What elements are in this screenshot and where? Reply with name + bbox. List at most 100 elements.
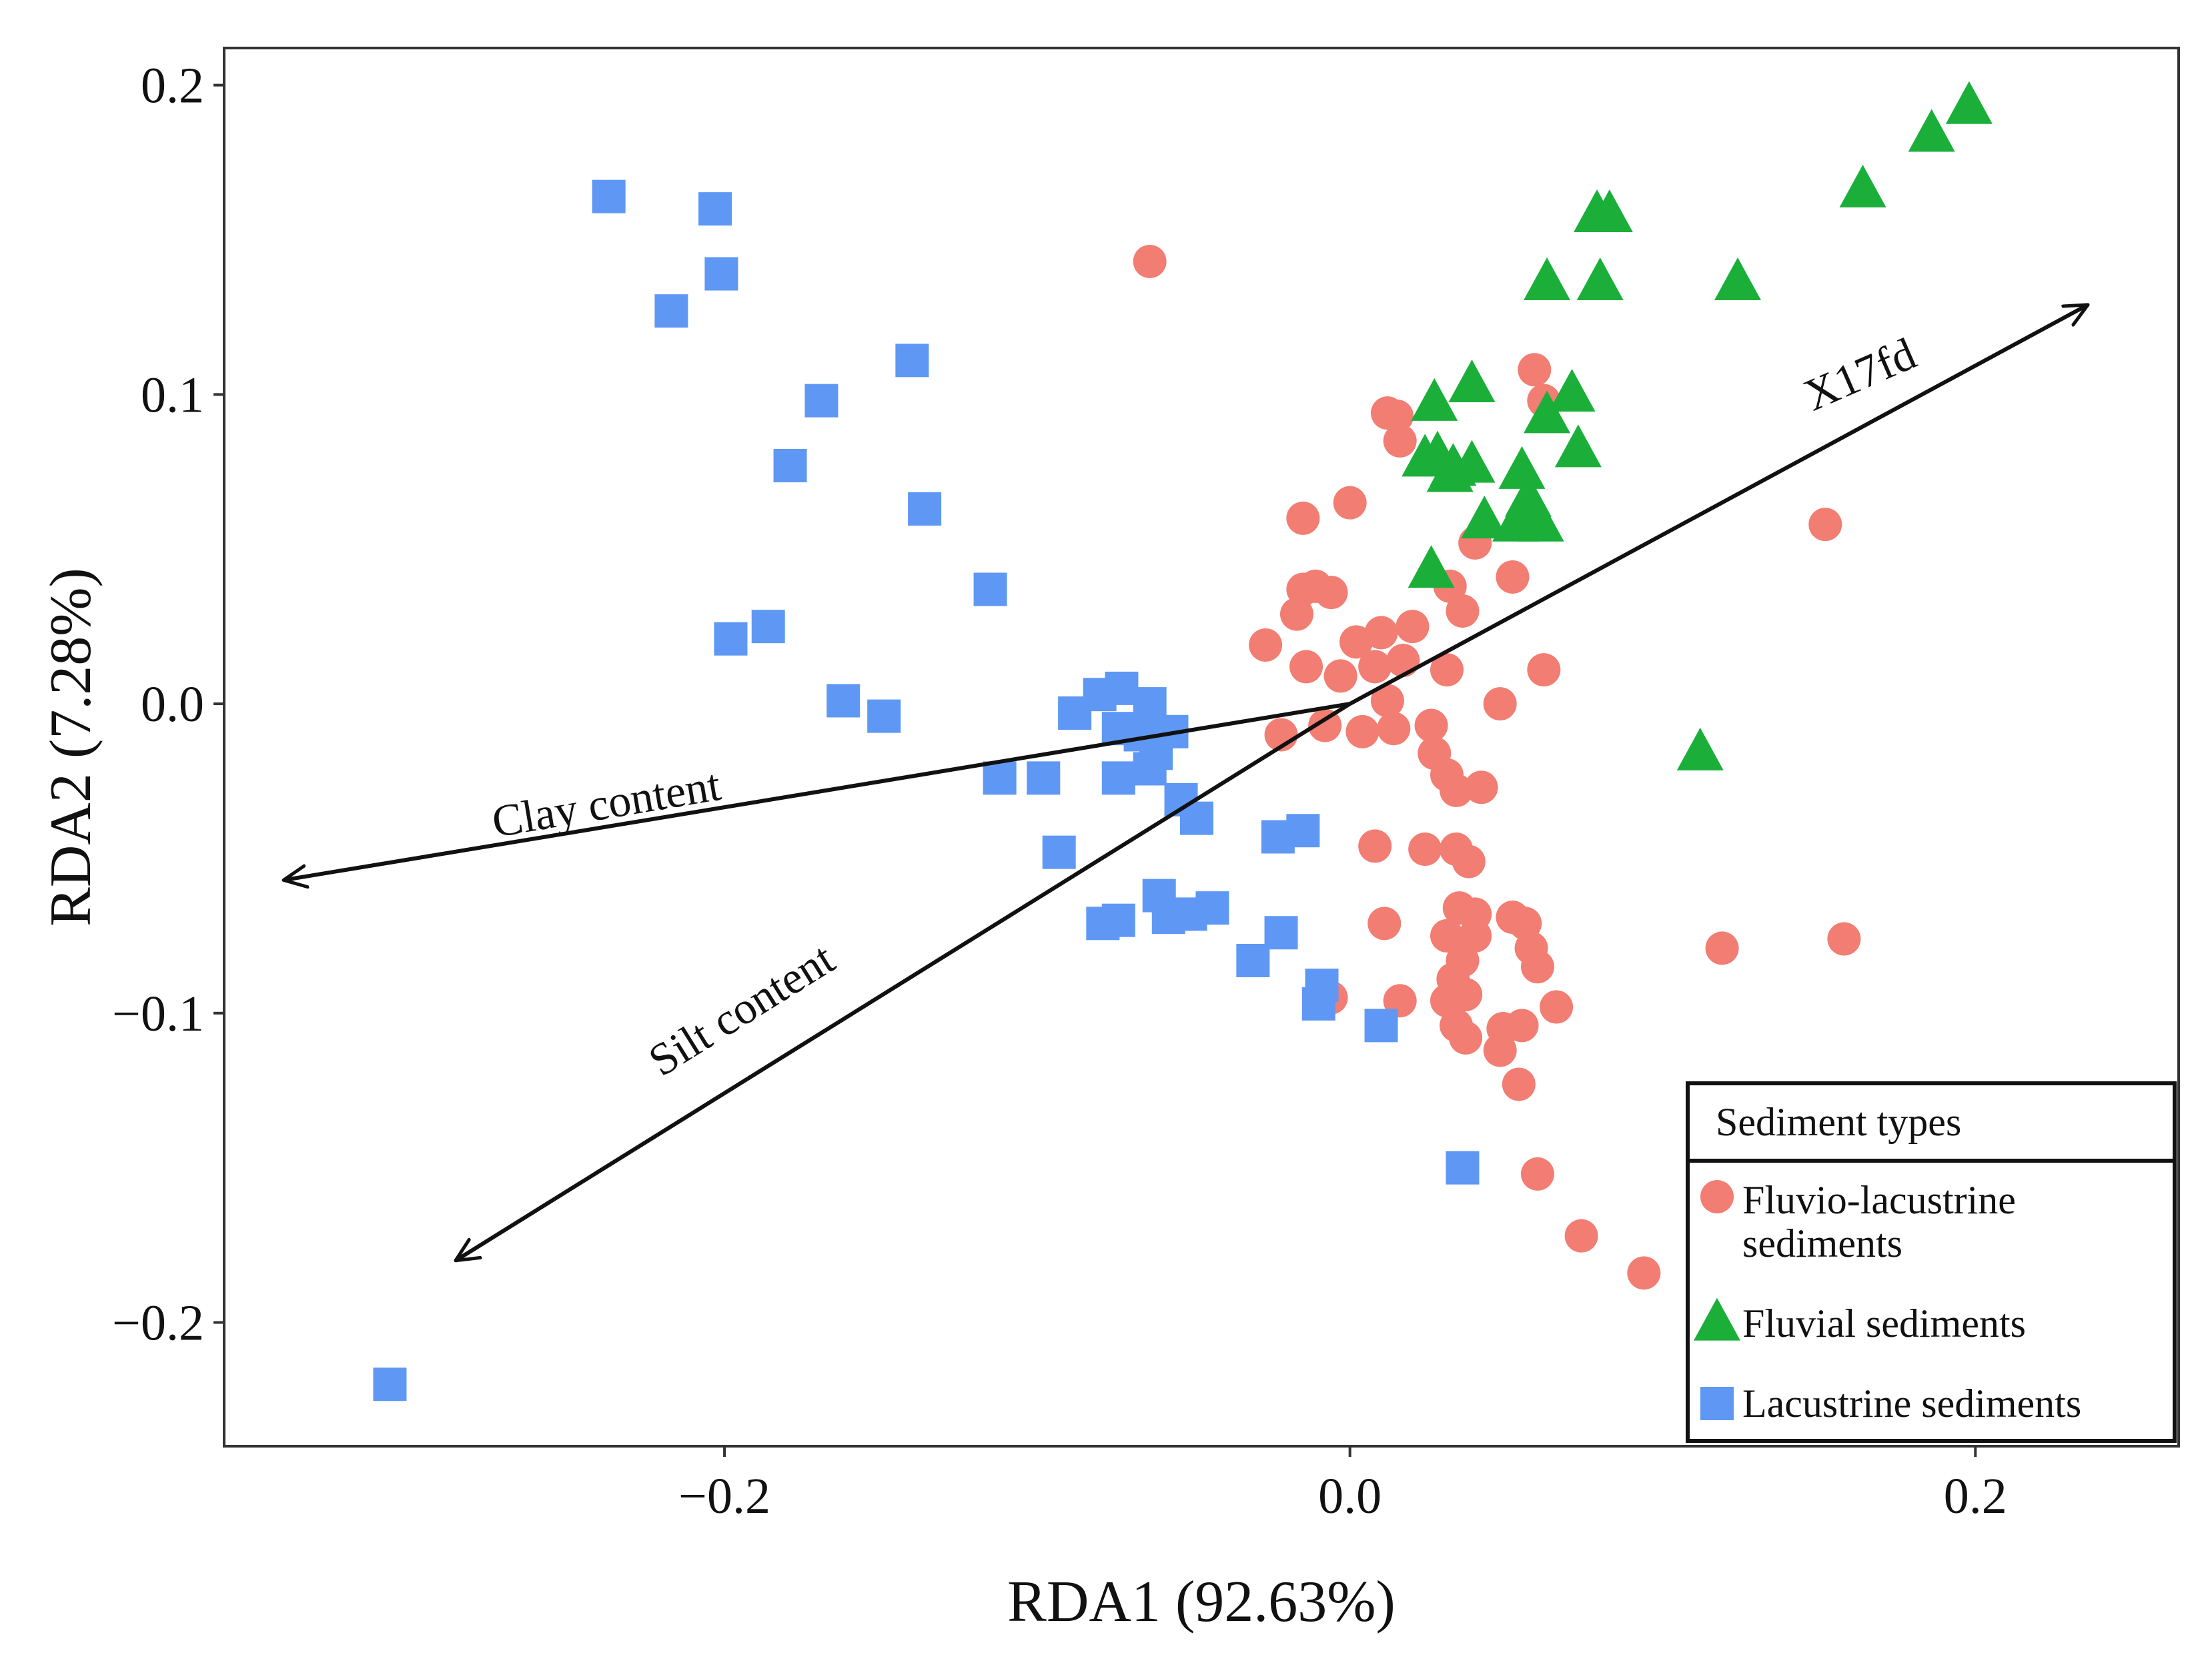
data-point [1676,727,1724,770]
data-point [1101,903,1135,937]
data-point [373,1367,407,1402]
series-square [373,179,1480,1402]
data-point [1323,659,1357,693]
y-tick-label: 0.1 [141,367,204,423]
data-point [1408,832,1442,867]
data-point [1279,597,1313,631]
data-point [1380,399,1414,433]
series-circle [1133,244,1861,1290]
data-point [973,572,1007,606]
data-point [1367,907,1402,941]
data-point [1483,1033,1517,1067]
points-layer [373,81,1993,1402]
data-point [1286,501,1320,535]
legend-item: Fluvial sediments [1694,1297,2026,1345]
data-point [1524,390,1571,434]
data-point [826,684,861,718]
data-point [1827,922,1861,956]
data-point [1461,496,1508,539]
data-point [1524,257,1571,301]
data-point [1426,449,1474,492]
x-tick-label: 0.2 [1944,1468,2007,1524]
data-point [895,344,929,378]
legend-label: sediments [1742,1221,1902,1265]
data-point [1383,424,1417,458]
legend-label: Lacustrine sediments [1742,1381,2081,1426]
legend-box [1686,1081,2177,1443]
data-point [1411,378,1458,421]
data-point [1333,486,1367,520]
x-tick-label: 0.0 [1318,1468,1381,1524]
y-tick-label: 0.0 [141,676,204,732]
axes-layer: −0.2 0.0 0.2 0.2 0.1 0.0 −0.1 −0.2 [112,58,2007,1524]
data-point [1345,714,1379,748]
data-point [1520,1157,1554,1191]
legend-marker [1700,1180,1734,1213]
data-point [983,761,1017,795]
legend-item: Lacustrine sediments [1700,1381,2081,1426]
legend-marker [1694,1297,1740,1341]
data-point [1446,594,1480,628]
data-point [804,384,839,418]
data-point [1464,770,1498,804]
data-point [1586,189,1633,233]
data-point [1358,650,1392,684]
data-point [1527,653,1561,687]
data-point [1377,712,1411,746]
data-point [1839,164,1886,207]
data-point [1564,1219,1598,1253]
data-point [1339,625,1373,659]
legend-label: Fluvial sediments [1742,1301,2026,1345]
data-point [1498,446,1546,489]
legend-label: Fluvio-lacustrine [1742,1178,2016,1222]
data-point [1083,678,1117,712]
data-point [1414,708,1448,742]
y-tick-label: 0.2 [141,58,204,114]
data-point [1308,708,1342,742]
data-point [1195,891,1229,925]
data-point [1133,687,1167,721]
data-point [1452,845,1486,879]
data-point [867,699,901,733]
data-point [1446,1151,1480,1185]
data-point [1370,684,1404,718]
data-point [1548,368,1596,412]
data-point [751,610,785,644]
data-point [1301,987,1335,1021]
data-point [1502,1067,1536,1101]
data-point [1236,943,1270,977]
data-point [1314,576,1348,610]
data-point [1133,752,1167,786]
data-point [1289,650,1323,684]
legend-marker [1700,1387,1734,1420]
data-point [1458,919,1492,953]
data-point [773,449,807,483]
data-point [908,492,942,526]
data-point [1440,773,1474,807]
data-point [1286,814,1320,848]
data-point [1364,616,1398,650]
data-point [1714,257,1761,301]
data-point [698,192,732,226]
biplot-arrow [456,702,1351,1263]
data-point [1520,950,1554,984]
data-point [1945,81,1993,124]
plot-panel-border [223,47,2180,1448]
data-point [1908,109,1955,152]
data-point [1808,508,1842,542]
data-point [1576,257,1624,301]
series-triangle [1402,81,1993,770]
biplot-arrow [1349,303,2088,706]
data-point [1042,835,1076,869]
data-point [1101,761,1135,795]
data-point [1483,687,1517,721]
data-point [1449,1021,1483,1055]
data-point [1705,931,1739,965]
data-point [592,179,626,213]
biplot-arrow [284,702,1351,880]
data-point [1408,545,1455,588]
data-point [1448,360,1496,403]
x-tick-label: −0.2 [678,1468,770,1524]
